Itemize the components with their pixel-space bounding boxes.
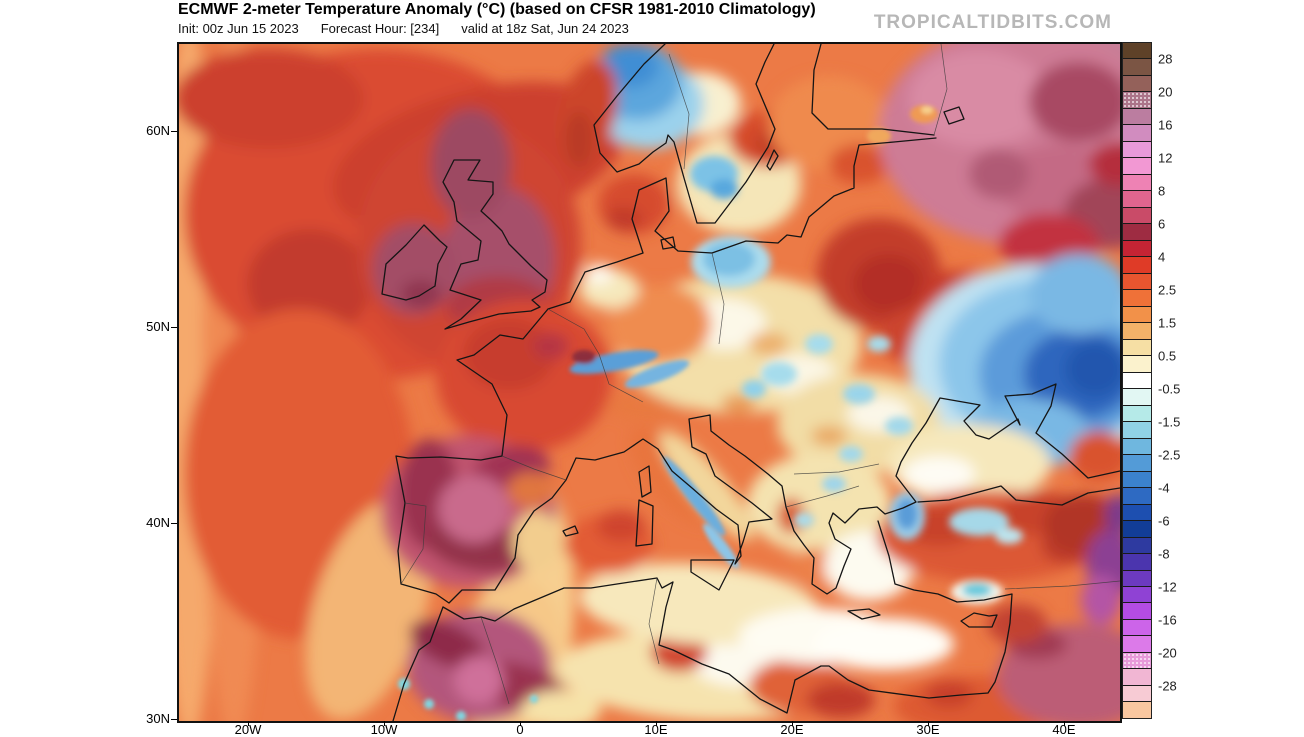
lon-tick xyxy=(792,721,793,726)
colorbar-segment xyxy=(1123,75,1151,93)
colorbar-segment xyxy=(1123,471,1151,489)
lat-label-30n: 30N xyxy=(146,711,170,726)
colorbar-tick-label: 12 xyxy=(1158,150,1173,166)
init-line: Init: 00z Jun 15 2023 Forecast Hour: [234… xyxy=(178,21,651,36)
colorbar-swatches xyxy=(1122,42,1152,719)
colorbar-segment xyxy=(1123,290,1151,307)
colorbar-segment xyxy=(1123,405,1151,423)
lat-tick xyxy=(171,327,177,328)
colorbar-segment xyxy=(1123,141,1151,159)
lat-label-60n: 60N xyxy=(146,123,170,138)
colorbar-tick-label: -20 xyxy=(1158,645,1177,661)
lat-label-40n: 40N xyxy=(146,515,170,530)
colorbar-segment xyxy=(1123,652,1151,670)
colorbar-segment xyxy=(1123,537,1151,555)
lon-tick xyxy=(1064,721,1065,726)
colorbar-tick-label: -12 xyxy=(1158,579,1177,595)
colorbar-tick-label: 16 xyxy=(1158,117,1173,133)
colorbar-tick-label: 0.5 xyxy=(1158,348,1177,364)
lat-label-50n: 50N xyxy=(146,319,170,334)
colorbar-tick-label: 1.5 xyxy=(1158,315,1177,331)
colorbar-segment xyxy=(1123,108,1151,126)
cool-anomaly-details xyxy=(690,156,1023,604)
colorbar-segment xyxy=(1123,438,1151,456)
colorbar-segment xyxy=(1123,339,1151,357)
colorbar-tick-label: -0.5 xyxy=(1158,381,1181,397)
colorbar-tick-label: -6 xyxy=(1158,513,1170,529)
colorbar-tick-label: 2.5 xyxy=(1158,282,1177,298)
colorbar-segment xyxy=(1123,240,1151,258)
colorbar-segment xyxy=(1123,158,1151,175)
country-borders xyxy=(400,44,1120,705)
colorbar-segment xyxy=(1123,603,1151,620)
colorbar-tick-label: 28 xyxy=(1158,51,1173,66)
lon-label-0: 0 xyxy=(516,722,524,737)
colorbar-segment xyxy=(1123,191,1151,208)
colorbar-segment xyxy=(1123,685,1151,703)
lon-tick xyxy=(384,721,385,726)
colorbar-segment xyxy=(1123,521,1151,538)
colorbar-segment xyxy=(1123,488,1151,505)
colorbar-tick-label: -4 xyxy=(1158,480,1170,496)
colorbar-segment xyxy=(1123,92,1151,109)
colorbar-segment xyxy=(1123,323,1151,340)
colorbar-segment xyxy=(1123,257,1151,274)
lon-tick xyxy=(656,721,657,726)
lat-tick xyxy=(171,131,177,132)
colorbar-segment xyxy=(1123,43,1151,60)
valid-time: valid at 18z Sat, Jun 24 2023 xyxy=(461,21,629,36)
colorbar-segment xyxy=(1123,356,1151,373)
colorbar-segment xyxy=(1123,586,1151,604)
colorbar-segment xyxy=(1123,372,1151,390)
colorbar-segment xyxy=(1123,455,1151,472)
page-title: ECMWF 2-meter Temperature Anomaly (°C) (… xyxy=(178,1,816,18)
colorbar-segment xyxy=(1123,306,1151,324)
colorbar-segment xyxy=(1123,619,1151,637)
coastlines xyxy=(381,44,1120,721)
colorbar-segment xyxy=(1123,570,1151,587)
colorbar-segment xyxy=(1123,125,1151,142)
colorbar-segment xyxy=(1123,554,1151,571)
lat-tick xyxy=(171,523,177,524)
colorbar-segment xyxy=(1123,702,1151,718)
lon-tick xyxy=(928,721,929,726)
temperature-anomaly-field xyxy=(179,44,1120,721)
forecast-hour: Forecast Hour: [234] xyxy=(320,21,440,36)
lat-tick xyxy=(171,719,177,720)
colorbar-tick-label: -1.5 xyxy=(1158,414,1181,430)
colorbar-segment xyxy=(1123,224,1151,241)
colorbar-segment xyxy=(1123,59,1151,76)
colorbar-tick-label: 4 xyxy=(1158,249,1166,265)
colorbar-segment xyxy=(1123,422,1151,439)
colorbar-tick-label: -8 xyxy=(1158,546,1170,562)
colorbar-segment xyxy=(1123,669,1151,686)
colorbar-tick-label: -2.5 xyxy=(1158,447,1181,463)
colorbar-segment xyxy=(1123,636,1151,653)
colorbar-tick-label: 6 xyxy=(1158,216,1166,232)
colorbar-segment xyxy=(1123,207,1151,225)
lon-tick xyxy=(520,721,521,726)
anomaly-field-svg xyxy=(179,44,1120,721)
colorbar-ticks: 28 20 16 12 8 6 4 2.5 1.5 0.5 -0.5 -1.5 -2.5 -4 -6 -8 -1… xyxy=(1158,42,1208,719)
colorbar-tick-label: -16 xyxy=(1158,612,1177,628)
init-time: Init: 00z Jun 15 2023 xyxy=(178,21,299,36)
colorbar-segment xyxy=(1123,273,1151,291)
colorbar-segment xyxy=(1123,389,1151,406)
watermark: TROPICALTIDBITS.COM xyxy=(873,12,1112,33)
colorbar-tick-label: 8 xyxy=(1158,183,1166,199)
colorbar-tick-label: 20 xyxy=(1158,84,1173,100)
anomaly-map xyxy=(177,42,1122,723)
colorbar-segment xyxy=(1123,504,1151,522)
colorbar-segment xyxy=(1123,174,1151,192)
colorbar-tick-label: -28 xyxy=(1158,678,1177,694)
lon-tick xyxy=(248,721,249,726)
